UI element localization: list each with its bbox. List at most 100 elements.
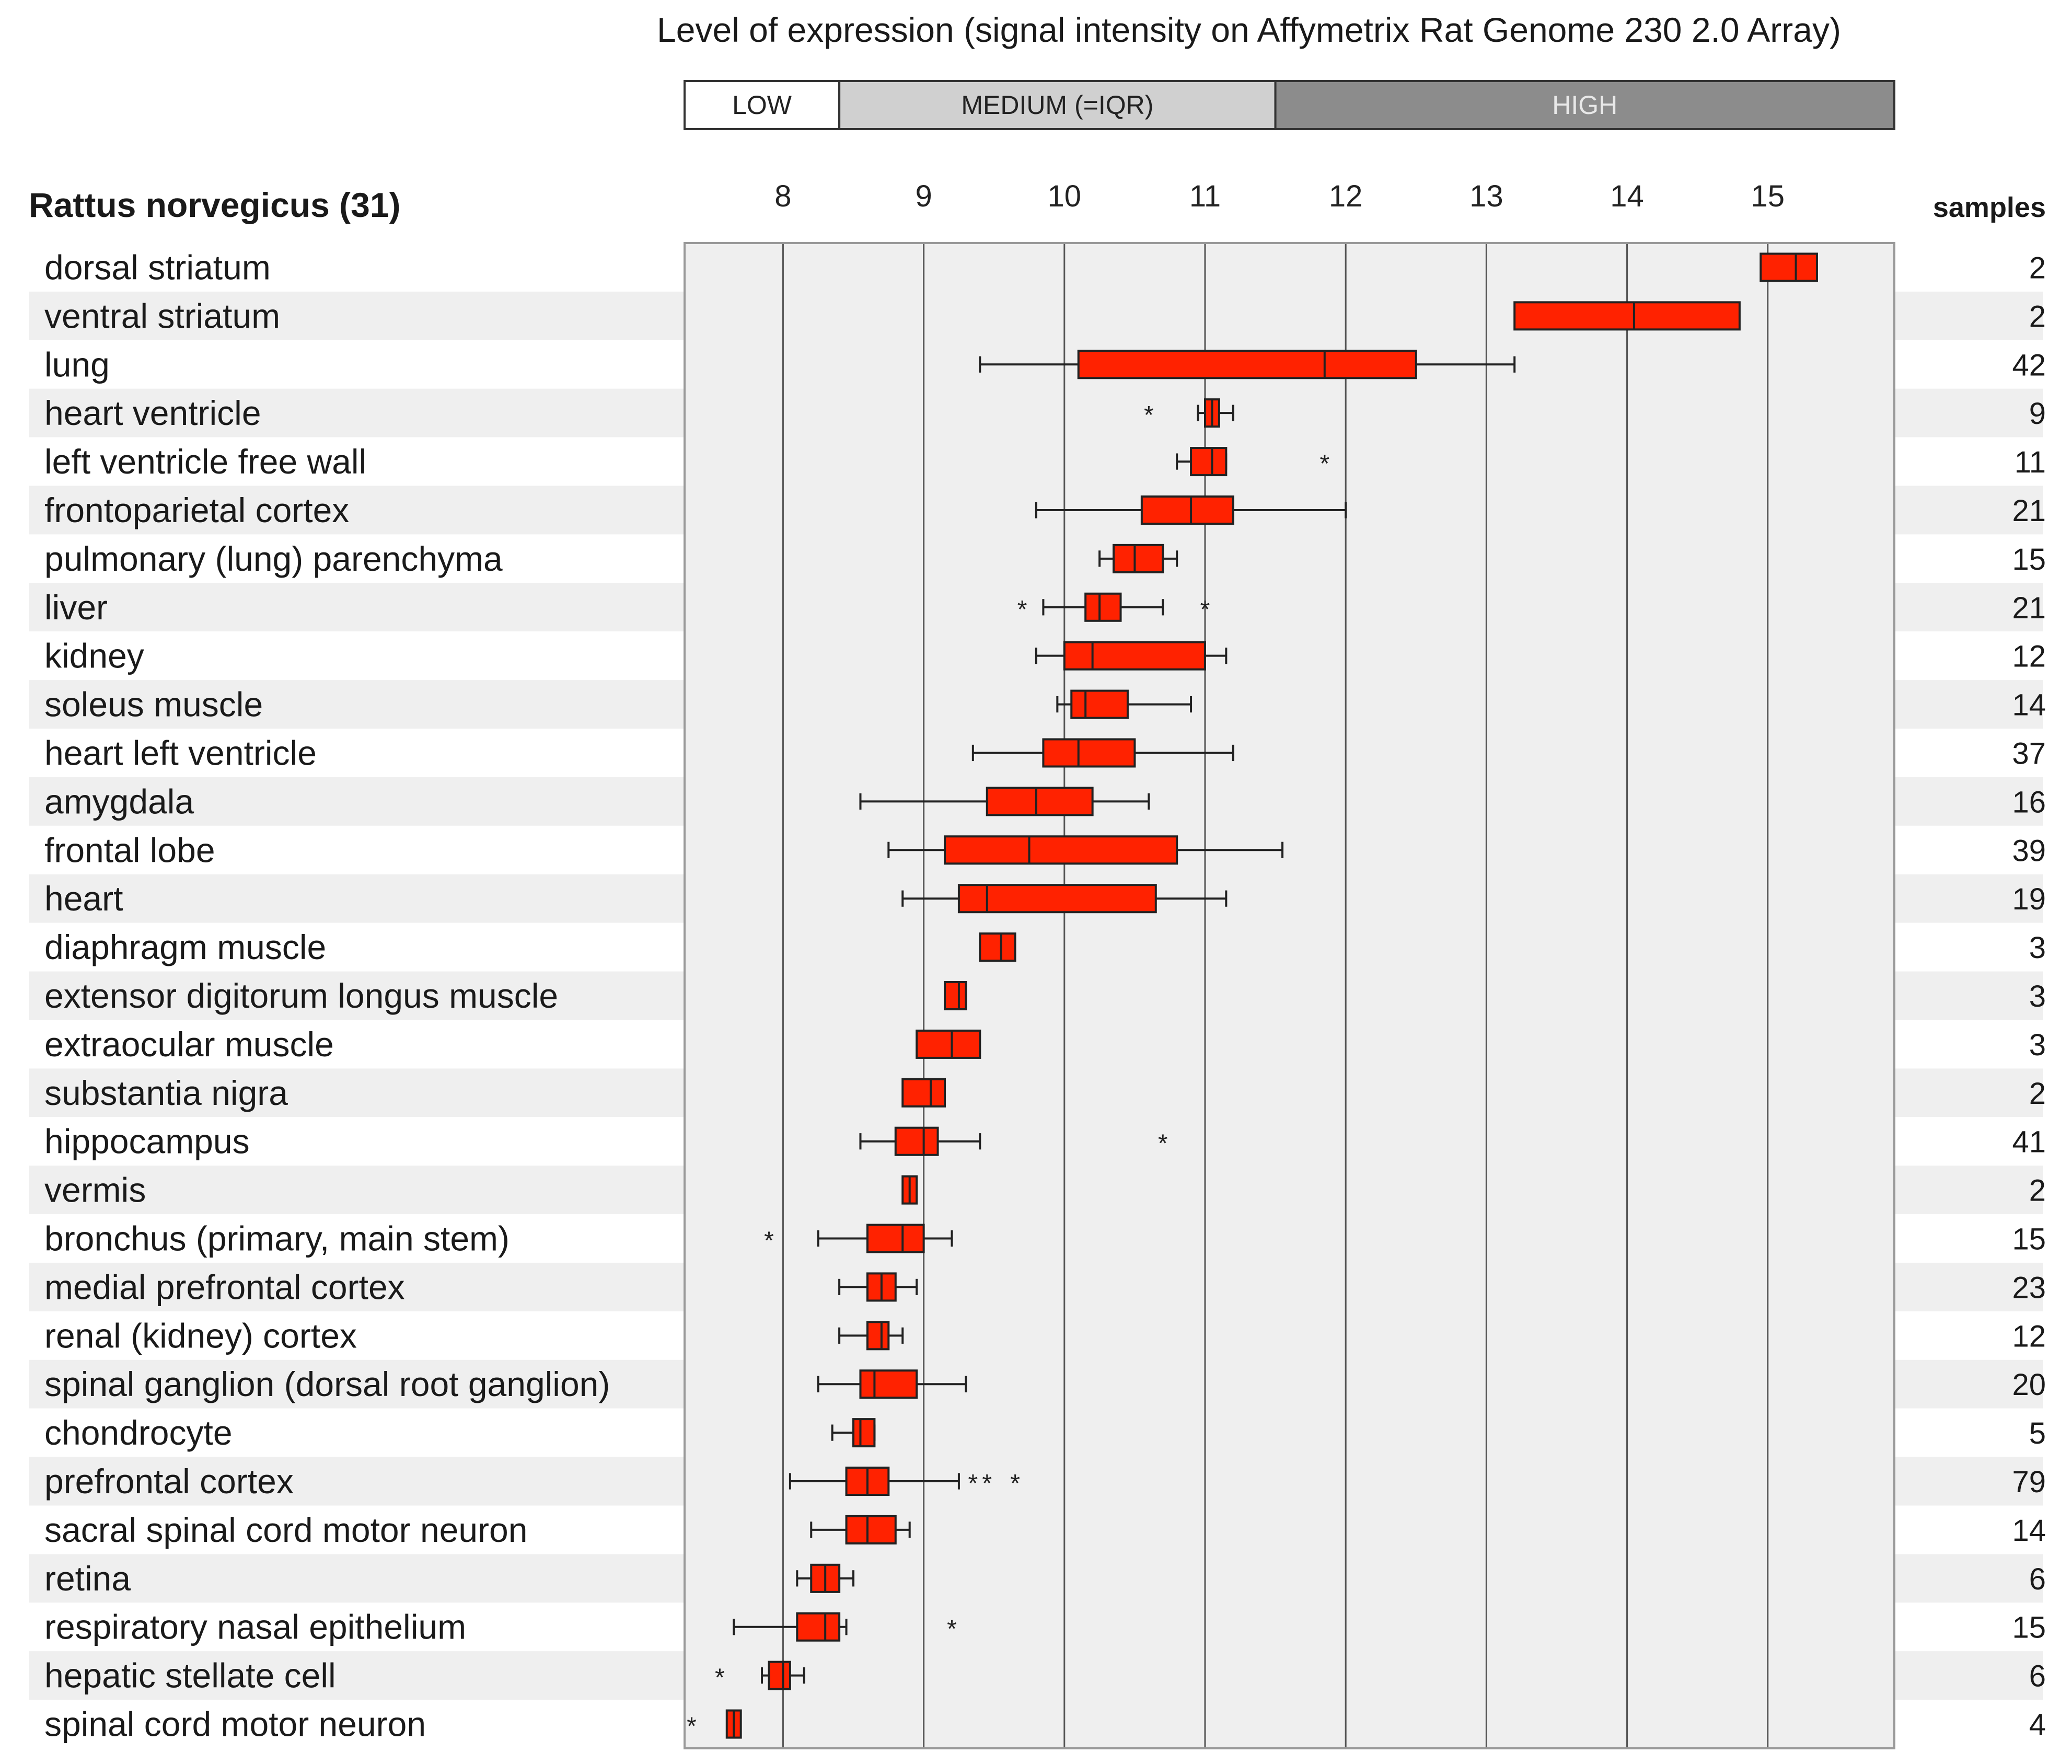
- iqr-box: [845, 1515, 897, 1544]
- box-marks: *** **** * ****: [687, 252, 1818, 1740]
- box-21: [838, 1272, 918, 1302]
- outlier-marker: *: [1319, 450, 1329, 478]
- iqr-box: [866, 1224, 925, 1253]
- box-6: [1098, 544, 1178, 573]
- row-label: heart ventricle: [44, 394, 261, 432]
- row-label: prefrontal cortex: [44, 1462, 294, 1501]
- species-label: Rattus norvegicus (31): [29, 186, 401, 224]
- box-0: [1760, 252, 1818, 282]
- box-24: [831, 1418, 876, 1448]
- box-1: [1513, 301, 1741, 331]
- sample-count: 16: [2012, 785, 2046, 819]
- sample-count: 15: [2012, 1611, 2046, 1645]
- sample-count: 2: [2029, 1174, 2046, 1208]
- outlier-marker: *: [1200, 596, 1210, 624]
- sample-count: 11: [2015, 445, 2046, 479]
- iqr-box: [1070, 689, 1129, 719]
- box-7: * *: [1017, 592, 1210, 624]
- row-label: spinal ganglion (dorsal root ganglion): [44, 1365, 610, 1403]
- row-label: frontal lobe: [44, 831, 215, 869]
- sample-count: 12: [2012, 640, 2046, 674]
- box-10: [971, 738, 1234, 768]
- iqr-box: [1077, 350, 1417, 379]
- legend-low-segment: [684, 80, 841, 130]
- outlier-marker: *: [1144, 401, 1154, 429]
- row-label: spinal cord motor neuron: [44, 1705, 426, 1744]
- tick-label-10: 10: [1048, 179, 1082, 213]
- row-label: amygdala: [44, 782, 194, 821]
- row-label: lung: [44, 345, 110, 384]
- row-label: renal (kidney) cortex: [44, 1316, 357, 1355]
- row-label: vermis: [44, 1171, 146, 1209]
- box-9: [1056, 689, 1193, 719]
- expression-level-legend: LOW MEDIUM (=IQR) HIGH: [684, 80, 1895, 130]
- row-label: bronchus (primary, main stem): [44, 1219, 510, 1258]
- iqr-box: [1042, 738, 1136, 768]
- iqr-box: [901, 1078, 946, 1108]
- row-label: soleus muscle: [44, 685, 263, 724]
- sample-count: 3: [2029, 931, 2046, 965]
- tick-label-14: 14: [1610, 179, 1644, 213]
- box-4: *: [1176, 447, 1329, 478]
- row-label: pulmonary (lung) parenchyma: [44, 539, 503, 578]
- row-label: extensor digitorum longus muscle: [44, 976, 558, 1015]
- legend-medium-label: MEDIUM (=IQR): [961, 90, 1153, 120]
- row-label: diaphragm muscle: [44, 928, 326, 966]
- sample-count: 9: [2029, 397, 2046, 431]
- outlier-marker: *: [968, 1470, 978, 1497]
- tick-label-13: 13: [1469, 179, 1503, 213]
- iqr-box: [1760, 252, 1818, 282]
- box-30: *: [687, 1709, 742, 1740]
- box-28: *: [733, 1612, 957, 1643]
- iqr-box: [894, 1126, 939, 1156]
- row-label: respiratory nasal epithelium: [44, 1608, 466, 1646]
- box-3: *: [1144, 398, 1234, 429]
- row-label: hippocampus: [44, 1122, 250, 1161]
- outlier-marker: *: [1158, 1130, 1168, 1158]
- iqr-box: [1113, 544, 1164, 573]
- row-label: left ventricle free wall: [44, 442, 366, 481]
- row-label: dorsal striatum: [44, 248, 271, 286]
- sample-count: 3: [2029, 979, 2046, 1013]
- iqr-box: [796, 1612, 841, 1642]
- outlier-marker: *: [982, 1470, 992, 1497]
- sample-count: 21: [2012, 591, 2046, 625]
- tick-label-11: 11: [1189, 179, 1221, 213]
- iqr-box: [1190, 447, 1228, 477]
- row-label: hepatic stellate cell: [44, 1656, 336, 1695]
- legend-high-label: HIGH: [1552, 90, 1617, 120]
- iqr-box: [1084, 592, 1122, 622]
- sample-counts: 2 2 42 9 11 21 15 21 12 14 37 16 39 19 3 3 3 2 41 2 15 23 12 20…: [2012, 251, 2046, 1742]
- sample-count: 20: [2012, 1368, 2046, 1402]
- plot-area: [685, 243, 1894, 1748]
- legend-medium-segment: [838, 80, 1277, 130]
- outlier-marker: *: [764, 1227, 774, 1255]
- box-22: [838, 1321, 904, 1351]
- legend-high-segment: [1274, 80, 1895, 130]
- row-label: heart left ventricle: [44, 733, 317, 772]
- iqr-box: [943, 835, 1178, 865]
- box-2: [979, 350, 1516, 379]
- tick-label-8: 8: [774, 179, 791, 213]
- sample-count: 14: [2012, 1514, 2046, 1548]
- sample-count: 79: [2012, 1465, 2046, 1499]
- outlier-marker: *: [1017, 596, 1027, 624]
- row-label: ventral striatum: [44, 296, 280, 335]
- sample-count: 12: [2012, 1319, 2046, 1353]
- gridlines: [782, 243, 1769, 1748]
- row-label: kidney: [44, 637, 144, 675]
- box-26: [810, 1515, 911, 1544]
- iqr-box: [1513, 301, 1741, 331]
- iqr-box: [1140, 495, 1234, 525]
- row-labels: dorsal striatum ventral striatum lung heart…: [44, 248, 610, 1743]
- iqr-box: [943, 981, 967, 1011]
- sample-count: 39: [2012, 834, 2046, 868]
- sample-count: 21: [2012, 494, 2046, 528]
- row-label: frontoparietal cortex: [44, 491, 349, 529]
- iqr-box: [866, 1321, 890, 1351]
- iqr-box: [852, 1418, 876, 1448]
- iqr-box: [916, 1029, 981, 1059]
- iqr-box: [859, 1369, 918, 1399]
- sample-count: 6: [2029, 1659, 2046, 1693]
